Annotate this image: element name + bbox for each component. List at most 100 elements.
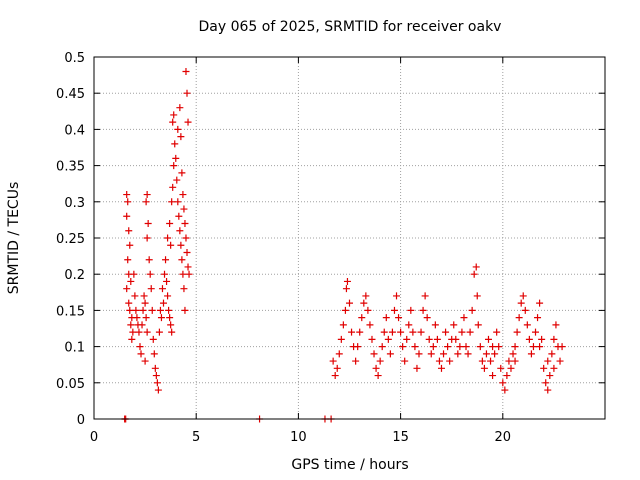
data-point	[165, 306, 173, 314]
y-tick-label: 0.05	[56, 377, 85, 392]
data-point	[395, 314, 403, 322]
data-point	[542, 379, 550, 387]
data-point	[348, 328, 356, 336]
data-point	[174, 125, 182, 133]
data-point	[423, 314, 431, 322]
data-point	[366, 321, 374, 329]
data-point	[149, 335, 157, 343]
data-point	[362, 292, 370, 300]
y-axis-label: SRMTID / TECUs	[6, 182, 22, 295]
data-point	[452, 335, 460, 343]
data-point	[185, 270, 193, 278]
data-point	[179, 270, 187, 278]
data-point	[337, 335, 345, 343]
data-point	[444, 343, 452, 351]
data-point	[480, 364, 488, 372]
data-point	[372, 364, 380, 372]
data-point	[168, 198, 176, 206]
data-point	[182, 67, 190, 75]
data-point	[131, 292, 139, 300]
data-point	[390, 306, 398, 314]
data-point	[556, 357, 564, 365]
data-point	[180, 285, 188, 293]
y-tick-label: 0	[77, 413, 85, 428]
data-point	[335, 350, 343, 358]
data-point	[534, 314, 542, 322]
data-point	[427, 350, 435, 358]
data-point	[181, 220, 189, 228]
data-point	[133, 314, 141, 322]
data-point	[124, 198, 132, 206]
data-point	[474, 321, 482, 329]
data-point	[169, 118, 177, 126]
data-point	[386, 350, 394, 358]
data-point	[147, 285, 155, 293]
x-tick-label: 20	[495, 430, 512, 445]
data-point	[503, 372, 511, 380]
data-point	[183, 89, 191, 97]
data-point	[405, 321, 413, 329]
data-point	[538, 335, 546, 343]
y-tick-label: 0.4	[64, 123, 85, 138]
data-point	[544, 357, 552, 365]
data-point	[342, 285, 350, 293]
y-tick-label: 0.45	[56, 87, 85, 102]
data-point	[167, 321, 175, 329]
data-point	[497, 364, 505, 372]
y-tick-label: 0.3	[64, 196, 85, 211]
data-point	[532, 328, 540, 336]
data-point	[376, 357, 384, 365]
y-tick-label: 0.2	[64, 268, 85, 283]
data-point	[388, 328, 396, 336]
data-point	[544, 386, 552, 394]
y-tick-label: 0.15	[56, 304, 85, 319]
data-point	[450, 321, 458, 329]
data-point	[458, 328, 466, 336]
data-point	[417, 328, 425, 336]
data-point	[163, 277, 171, 285]
data-point	[184, 263, 192, 271]
data-point	[413, 364, 421, 372]
data-point	[127, 321, 135, 329]
data-point	[173, 176, 181, 184]
data-point	[552, 321, 560, 329]
y-tick-label: 0.25	[56, 232, 85, 247]
data-point	[546, 372, 554, 380]
data-point	[380, 328, 388, 336]
data-point	[146, 270, 154, 278]
data-point	[123, 285, 131, 293]
data-point	[126, 241, 134, 249]
data-point	[536, 299, 544, 307]
data-point	[489, 343, 497, 351]
data-point	[456, 343, 464, 351]
data-point	[171, 140, 179, 148]
data-point	[558, 343, 566, 351]
data-point	[368, 335, 376, 343]
y-tick-label: 0.5	[64, 51, 85, 66]
data-point	[487, 357, 495, 365]
data-point	[179, 191, 187, 199]
data-point	[177, 241, 185, 249]
data-point	[513, 328, 521, 336]
data-point	[169, 183, 177, 191]
data-point	[393, 292, 401, 300]
data-point	[180, 205, 188, 213]
data-point	[507, 364, 515, 372]
data-point	[182, 234, 190, 242]
data-point	[419, 306, 427, 314]
data-point	[523, 321, 531, 329]
data-point	[158, 285, 166, 293]
data-point	[172, 154, 180, 162]
data-point	[468, 306, 476, 314]
data-point	[425, 335, 433, 343]
data-point	[166, 220, 174, 228]
data-point	[127, 277, 135, 285]
data-point	[495, 343, 503, 351]
data-point	[499, 379, 507, 387]
plot-border	[93, 56, 606, 420]
data-point	[144, 220, 152, 228]
data-point	[129, 328, 137, 336]
data-point	[356, 328, 364, 336]
data-point	[181, 306, 189, 314]
data-point	[517, 299, 525, 307]
